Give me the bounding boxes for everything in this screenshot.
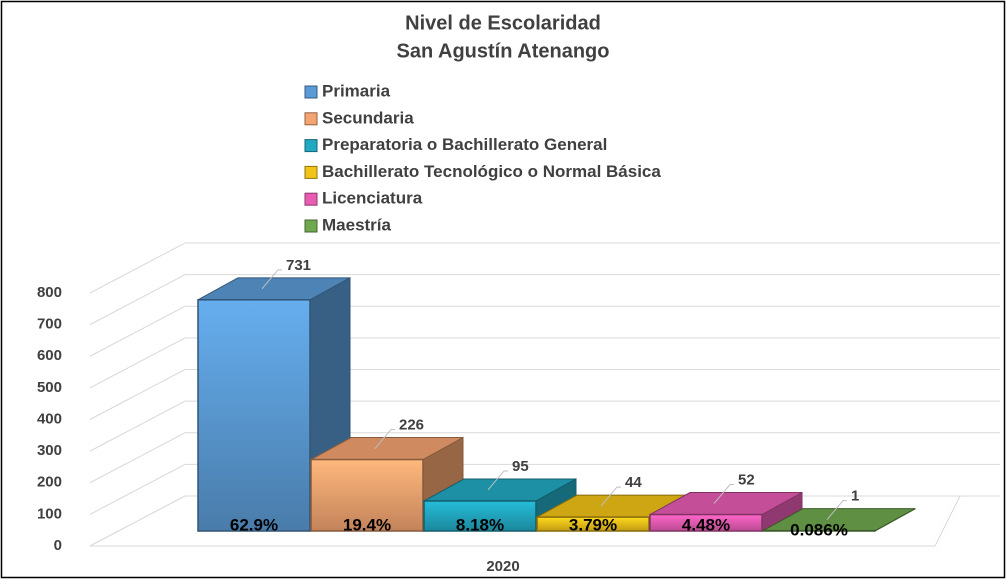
y-tick-label: 0 (54, 537, 62, 554)
y-tick-label: 600 (37, 347, 62, 364)
legend-swatch (305, 220, 317, 232)
share-label: 62.9% (230, 515, 278, 534)
value-label: 1 (851, 488, 859, 505)
y-tick-label: 300 (37, 442, 62, 459)
x-tick-label: 2020 (486, 558, 519, 575)
y-tick-label: 400 (37, 410, 62, 427)
legend-label: Preparatoria o Bachillerato General (322, 135, 607, 154)
share-label: 0.086% (790, 520, 848, 539)
share-label: 4.48% (682, 515, 730, 534)
legend-swatch (305, 166, 317, 178)
share-label: 8.18% (456, 515, 504, 534)
y-tick-label: 800 (37, 284, 62, 301)
legend-label: Primaria (322, 81, 391, 100)
chart-title: Nivel de Escolaridad (405, 12, 601, 34)
legend-swatch (305, 140, 317, 152)
legend-swatch (305, 193, 317, 205)
share-label: 3.79% (569, 515, 617, 534)
value-label: 95 (512, 458, 529, 475)
legend-label: Maestría (322, 215, 392, 234)
legend-label: Licenciatura (322, 189, 423, 208)
y-tick-label: 100 (37, 505, 62, 522)
legend-label: Bachillerato Tecnológico o Normal Básica (322, 162, 661, 181)
y-tick-label: 200 (37, 474, 62, 491)
share-label: 19.4% (343, 515, 391, 534)
y-tick-label: 500 (37, 379, 62, 396)
bar (198, 300, 310, 531)
legend-label: Secundaria (322, 108, 414, 127)
y-tick-label: 700 (37, 316, 62, 333)
chart-subtitle: San Agustín Atenango (397, 40, 610, 62)
value-label: 52 (738, 472, 755, 489)
value-label: 44 (625, 474, 642, 491)
value-label: 226 (399, 416, 424, 433)
legend-swatch (305, 86, 317, 98)
legend-swatch (305, 113, 317, 125)
value-label: 731 (286, 257, 311, 274)
